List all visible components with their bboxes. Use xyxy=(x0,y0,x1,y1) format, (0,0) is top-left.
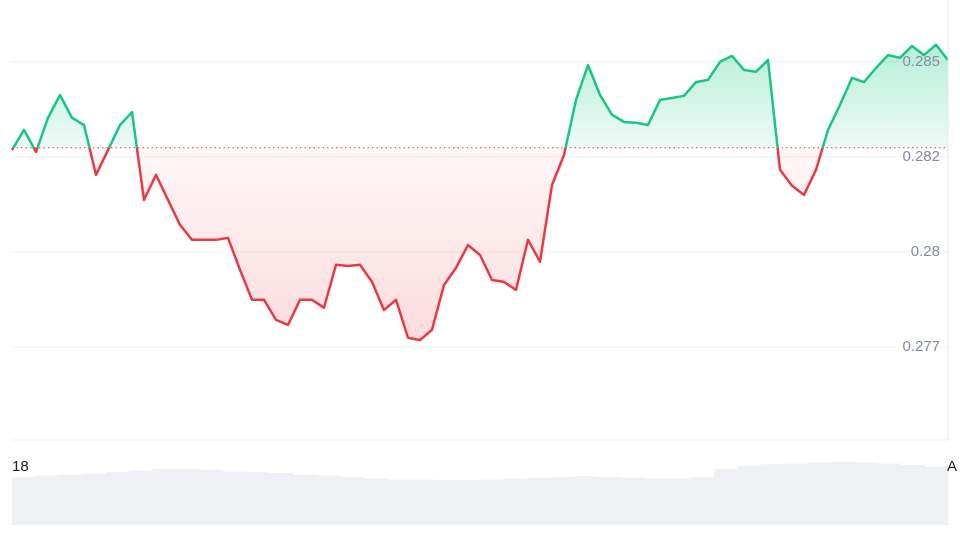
volume-bar xyxy=(433,480,457,525)
volume-bar xyxy=(854,462,879,525)
volume-bar xyxy=(129,470,153,525)
volume-bar xyxy=(339,477,364,525)
volume-bar xyxy=(573,476,598,525)
volume-bar xyxy=(831,461,855,525)
volume-bar xyxy=(409,479,434,525)
volume-bar xyxy=(784,463,808,525)
volume-bar xyxy=(503,478,528,525)
volume-bar xyxy=(386,479,411,525)
volume-bar xyxy=(456,480,481,525)
volume-bar xyxy=(246,472,270,525)
volume-bar xyxy=(714,469,738,525)
volume-bar xyxy=(550,477,574,525)
y-tick-label: 0.282 xyxy=(902,148,940,165)
volume-bar xyxy=(667,478,691,525)
volume-bar xyxy=(316,475,340,525)
volume-bar xyxy=(269,473,294,525)
volume-bar xyxy=(807,462,832,525)
volume-bar xyxy=(480,479,504,525)
volume-bar xyxy=(152,469,177,525)
volume-bar xyxy=(597,477,621,525)
x-tick-label: 18 xyxy=(12,458,29,475)
volume-bar xyxy=(526,477,551,525)
volume-bar xyxy=(924,466,949,525)
volume-bar xyxy=(737,465,762,525)
x-tick-label: A xyxy=(947,458,957,475)
volume-bar xyxy=(760,464,785,525)
volume-bar xyxy=(222,471,247,525)
volume-bar xyxy=(105,472,130,525)
volume-bar xyxy=(877,463,902,525)
volume-bar xyxy=(292,474,317,525)
y-tick-label: 0.285 xyxy=(902,53,940,70)
volume-bar xyxy=(690,477,715,525)
y-tick-label: 0.277 xyxy=(902,338,940,355)
volume-bar xyxy=(620,477,645,525)
volume-bar xyxy=(12,477,36,525)
volume-bar xyxy=(82,473,106,525)
volume-bar xyxy=(363,478,387,525)
volume-bar xyxy=(901,465,925,525)
volume-bar xyxy=(58,474,83,525)
area xyxy=(12,44,948,341)
volume-bar xyxy=(35,475,60,525)
volume-bar xyxy=(643,478,668,525)
price-line xyxy=(10,43,949,342)
y-tick-label: 0.28 xyxy=(911,243,940,260)
volume-bar xyxy=(175,469,200,525)
volume-bar xyxy=(199,469,223,525)
